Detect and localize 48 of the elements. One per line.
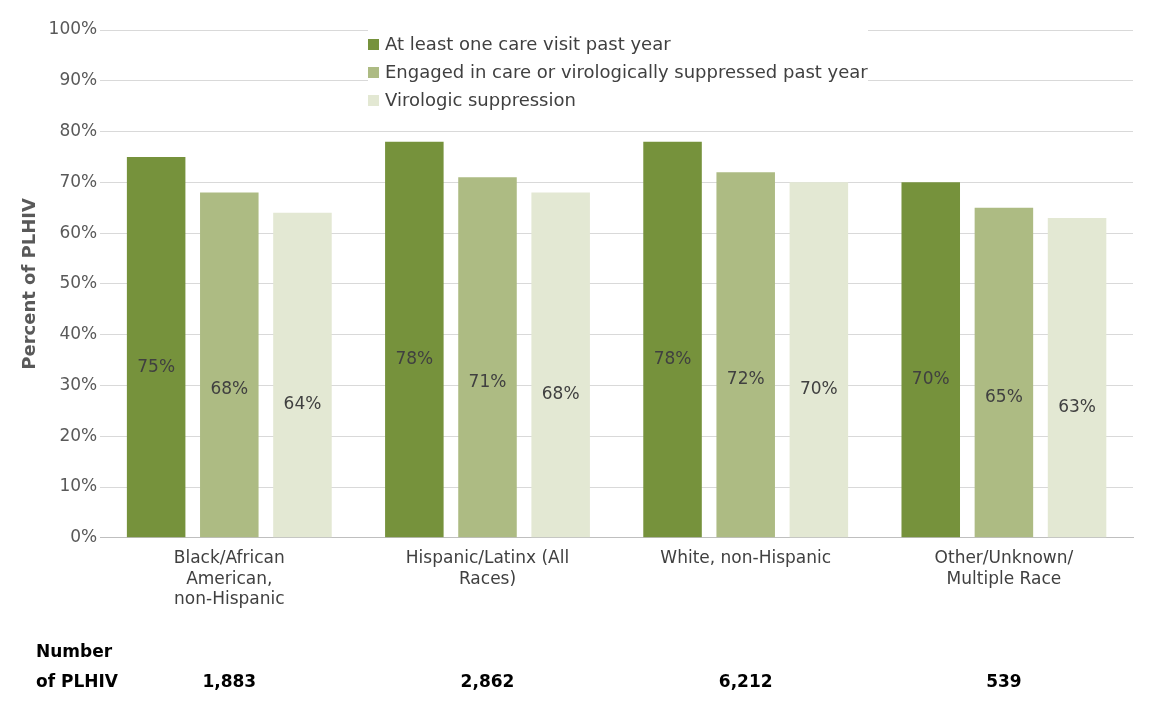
bar: [273, 212, 332, 538]
y-tick-label: 80%: [59, 119, 98, 140]
data-label: 70%: [911, 368, 950, 389]
x-tick-label: Hispanic/Latinx (All Races): [405, 547, 570, 588]
text: 2,862: [460, 671, 515, 692]
text: 6,212: [718, 671, 773, 692]
legend-label: Virologic suppression: [385, 88, 576, 112]
bar: [716, 172, 775, 538]
data-label: 65%: [985, 385, 1023, 406]
bar: [531, 192, 590, 538]
data-label: 78%: [653, 347, 692, 368]
data-label: 63%: [1058, 396, 1096, 417]
data-label: 78%: [395, 347, 434, 368]
y-tick-label: 0%: [70, 526, 98, 547]
x-tick-label: Black/African American, non-Hispanic: [173, 547, 285, 609]
y-axis-title: Percent of PLHIV: [18, 198, 40, 370]
bar: [974, 207, 1034, 538]
bar: [200, 192, 259, 538]
bar: [126, 156, 186, 538]
legend-label: At least one care visit past year: [385, 32, 671, 56]
bar: [458, 177, 517, 538]
y-tick-label: 70%: [59, 170, 98, 191]
text: 1,883: [202, 671, 257, 692]
data-label: 71%: [468, 370, 507, 391]
data-label: 68%: [541, 383, 580, 404]
y-tick-label: 30%: [59, 373, 98, 394]
bar: [789, 182, 849, 538]
y-tick-label: 60%: [59, 221, 98, 242]
bar: [901, 182, 961, 538]
legend-label: Engaged in care or virologically suppressed past year: [385, 60, 868, 84]
y-tick-label: 100%: [48, 18, 98, 39]
y-tick-label: 40%: [59, 323, 98, 344]
data-label: 72%: [726, 368, 765, 389]
x-tick-label: Other/Unknown/ Multiple Race: [934, 547, 1074, 588]
bar: [385, 141, 444, 538]
data-label: 70%: [799, 378, 838, 399]
data-label: 68%: [210, 378, 249, 399]
y-tick-label: 20%: [59, 424, 98, 445]
bar: [1047, 217, 1107, 538]
text: 539: [986, 671, 1022, 692]
y-tick-label: 90%: [59, 69, 98, 90]
text: Number of PLHIV: [36, 641, 119, 692]
y-tick-label: 50%: [59, 272, 98, 293]
y-tick-label: 10%: [59, 475, 98, 496]
data-label: 75%: [137, 355, 176, 376]
bar: [643, 141, 702, 538]
x-tick-label: White, non-Hispanic: [660, 547, 832, 568]
data-label: 64%: [283, 393, 322, 414]
